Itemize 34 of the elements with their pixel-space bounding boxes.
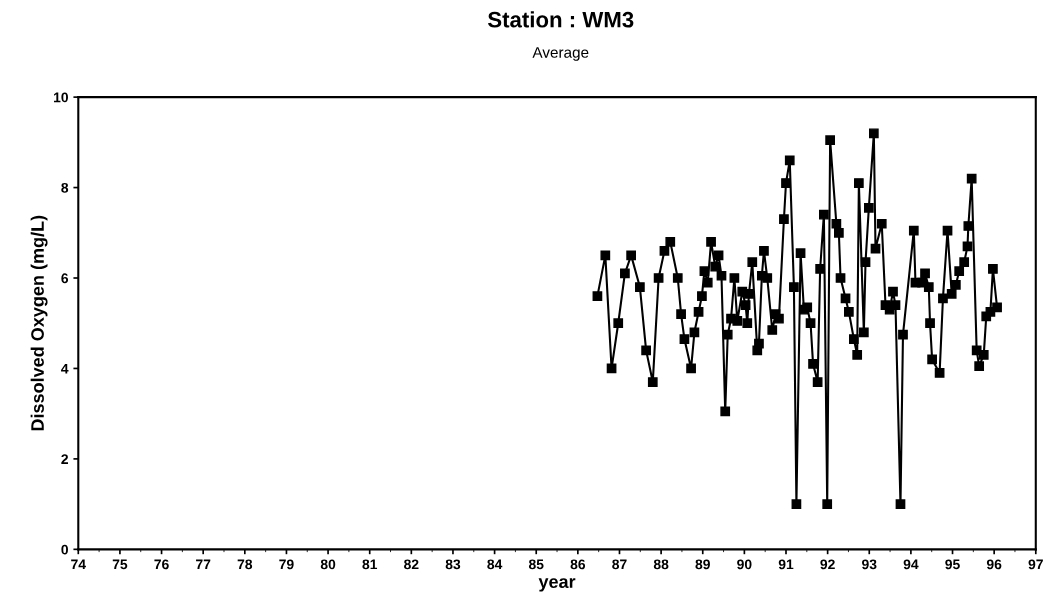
chart-title: Station : WM3 bbox=[487, 11, 634, 28]
x-tick-label: 81 bbox=[362, 559, 378, 570]
chart-subtitle: Average bbox=[532, 47, 589, 61]
y-tick-label: 4 bbox=[61, 363, 69, 374]
x-tick-label: 94 bbox=[903, 559, 919, 570]
x-tick-label: 82 bbox=[404, 559, 419, 570]
y-tick-label: 10 bbox=[54, 92, 68, 103]
y-tick-label: 8 bbox=[61, 182, 69, 193]
y-tick-label: 0 bbox=[61, 544, 68, 555]
x-tick-label: 80 bbox=[320, 559, 336, 570]
x-tick-label: 74 bbox=[71, 559, 86, 570]
x-tick-label: 77 bbox=[196, 559, 211, 570]
x-tick-label: 93 bbox=[862, 559, 877, 570]
x-axis-title: year bbox=[538, 578, 576, 592]
x-tick-label: 87 bbox=[612, 559, 627, 570]
x-tick-label: 95 bbox=[945, 559, 960, 570]
y-axis-title: Dissolved Oxygen (mg/L) bbox=[30, 215, 48, 431]
x-tick-label: 91 bbox=[778, 559, 794, 570]
x-tick-label: 78 bbox=[237, 559, 253, 570]
x-tick-label: 90 bbox=[737, 559, 752, 570]
x-tick-label: 86 bbox=[570, 559, 586, 570]
x-tick-label: 75 bbox=[112, 559, 128, 570]
y-tick-label: 2 bbox=[61, 454, 69, 464]
x-tick-label: 96 bbox=[986, 559, 1002, 570]
x-tick-label: 88 bbox=[653, 559, 669, 570]
x-tick-label: 92 bbox=[820, 559, 835, 570]
x-tick-label: 79 bbox=[279, 559, 294, 570]
x-tick-label: 76 bbox=[154, 559, 169, 570]
x-tick-label: 89 bbox=[695, 559, 710, 570]
x-tick-label: 83 bbox=[445, 559, 461, 570]
y-tick-label: 6 bbox=[61, 273, 69, 284]
x-tick-label: 84 bbox=[487, 559, 503, 570]
x-tick-label: 97 bbox=[1028, 559, 1043, 570]
x-tick-label: 85 bbox=[528, 559, 544, 570]
